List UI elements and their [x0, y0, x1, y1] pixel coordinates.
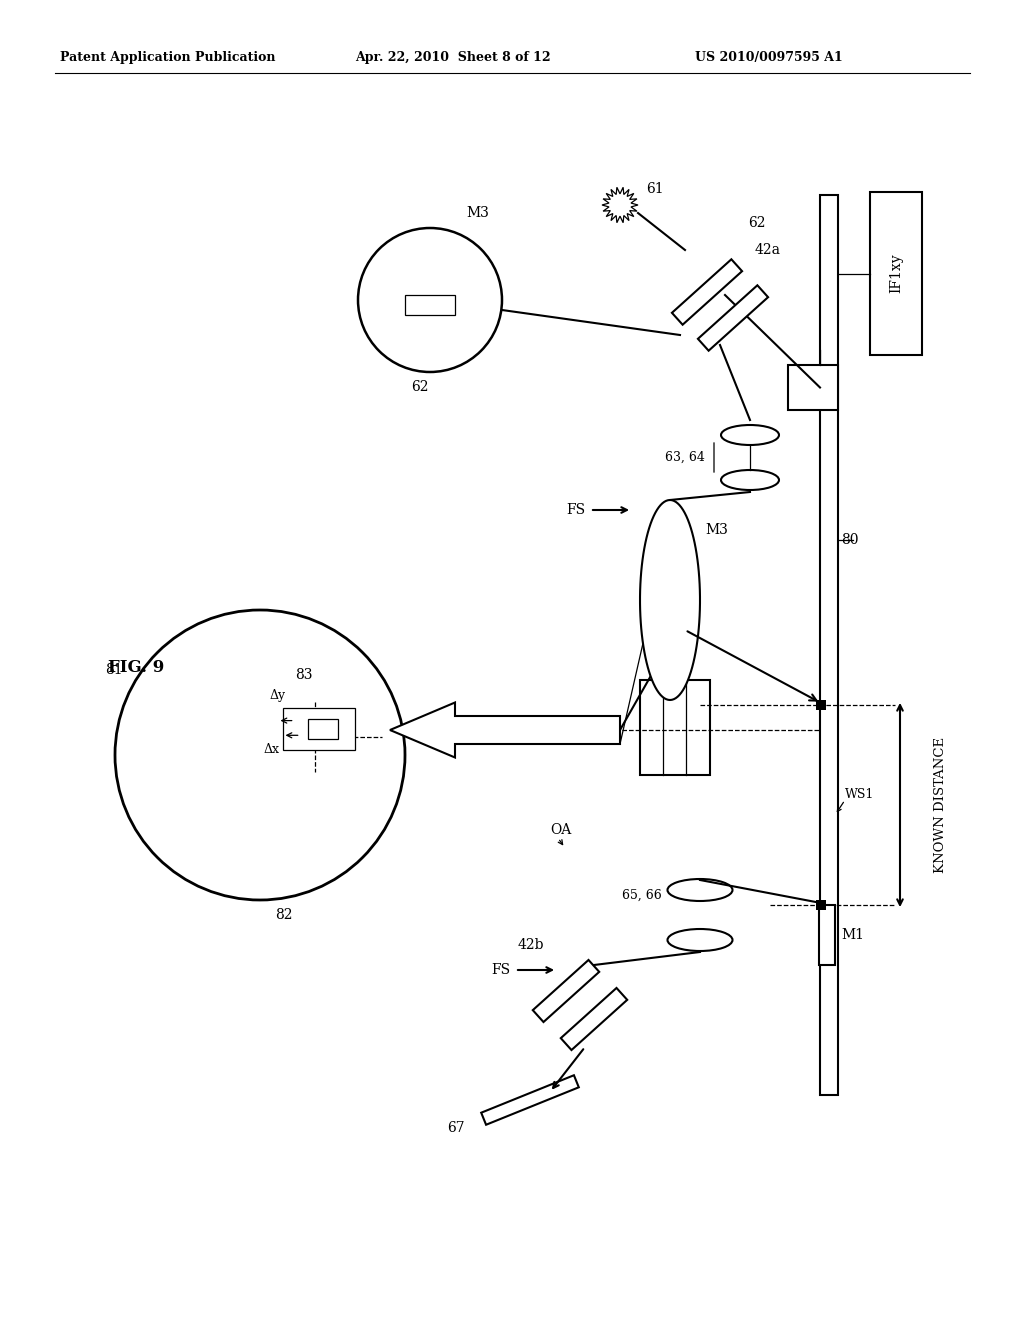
- Text: IF1xy: IF1xy: [889, 253, 903, 293]
- Text: 80: 80: [841, 533, 858, 546]
- Bar: [406, 294, 455, 315]
- Text: M3: M3: [466, 206, 488, 220]
- Text: 65, 66: 65, 66: [623, 888, 662, 902]
- Text: US 2010/0097595 A1: US 2010/0097595 A1: [695, 51, 843, 65]
- Text: WS1: WS1: [845, 788, 874, 801]
- Text: Δx: Δx: [263, 743, 280, 756]
- Polygon shape: [532, 960, 599, 1022]
- Text: 63, 64: 63, 64: [666, 451, 705, 465]
- Polygon shape: [640, 500, 700, 700]
- Polygon shape: [602, 187, 638, 223]
- Text: 61: 61: [646, 182, 664, 195]
- Bar: [819, 906, 835, 965]
- Text: 81: 81: [105, 663, 123, 677]
- Text: Patent Application Publication: Patent Application Publication: [60, 51, 275, 65]
- Polygon shape: [698, 285, 768, 351]
- Polygon shape: [390, 702, 620, 758]
- Polygon shape: [481, 1076, 579, 1125]
- Text: 82: 82: [275, 908, 293, 921]
- Text: 42b: 42b: [518, 939, 545, 952]
- Text: KNOWN DISTANCE: KNOWN DISTANCE: [934, 737, 946, 873]
- Text: FIG. 9: FIG. 9: [108, 660, 164, 676]
- Polygon shape: [561, 987, 628, 1049]
- Bar: [283, 708, 354, 750]
- Bar: [308, 719, 338, 739]
- Text: 67: 67: [447, 1121, 465, 1135]
- Bar: [816, 900, 826, 909]
- Text: FS: FS: [490, 964, 510, 977]
- Bar: [816, 700, 826, 710]
- Text: OA: OA: [550, 822, 571, 837]
- Text: M1: M1: [841, 928, 864, 942]
- Text: M3: M3: [705, 523, 728, 537]
- Text: 62: 62: [748, 216, 766, 230]
- Text: FS: FS: [566, 503, 585, 517]
- Polygon shape: [672, 259, 742, 325]
- Bar: [870, 191, 922, 355]
- Text: 62: 62: [412, 380, 429, 393]
- Text: Δy: Δy: [269, 689, 286, 702]
- Text: Apr. 22, 2010  Sheet 8 of 12: Apr. 22, 2010 Sheet 8 of 12: [355, 51, 551, 65]
- Text: 42a: 42a: [755, 243, 781, 257]
- Bar: [788, 366, 838, 411]
- Bar: [640, 680, 710, 775]
- Bar: [820, 195, 838, 1096]
- Text: 83: 83: [295, 668, 312, 682]
